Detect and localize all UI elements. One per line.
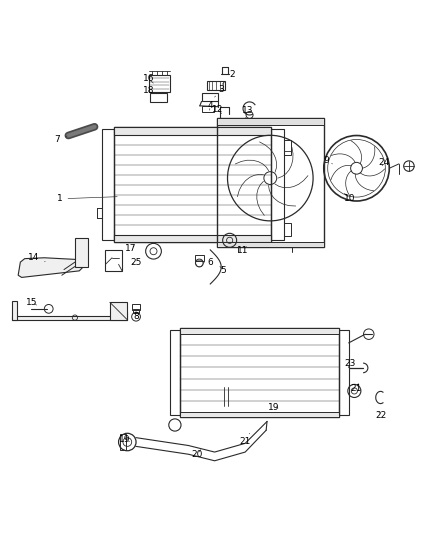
Text: 25: 25: [131, 257, 142, 266]
Bar: [75, 238, 88, 266]
Bar: [170, 330, 180, 415]
Bar: [217, 118, 324, 125]
Text: 9: 9: [323, 156, 332, 165]
Text: 24: 24: [378, 158, 390, 167]
Text: 17: 17: [125, 244, 137, 253]
Polygon shape: [12, 312, 127, 320]
Text: 5: 5: [220, 266, 226, 276]
Text: 3: 3: [215, 85, 224, 97]
Bar: [114, 127, 272, 243]
Bar: [120, 434, 126, 450]
Bar: [134, 309, 139, 313]
Text: 1: 1: [57, 195, 117, 203]
Bar: [150, 93, 167, 102]
Text: 11: 11: [237, 246, 249, 255]
Bar: [180, 412, 339, 417]
Bar: [114, 127, 272, 135]
Text: 21: 21: [351, 384, 362, 393]
Text: 7: 7: [55, 135, 67, 144]
Bar: [180, 328, 339, 417]
Text: 22: 22: [375, 411, 386, 421]
Bar: [284, 140, 291, 155]
Text: 21: 21: [240, 433, 251, 446]
Bar: [217, 118, 324, 247]
Text: 15: 15: [26, 298, 38, 307]
Text: 23: 23: [344, 359, 356, 368]
Bar: [201, 93, 218, 101]
Text: 14: 14: [28, 253, 45, 262]
Bar: [114, 235, 272, 243]
Bar: [217, 241, 324, 247]
Text: 13: 13: [242, 106, 253, 118]
Text: 18: 18: [142, 86, 154, 95]
Bar: [272, 129, 284, 240]
Text: 19: 19: [268, 402, 279, 411]
Text: 16: 16: [142, 74, 154, 83]
Bar: [102, 129, 114, 240]
Text: 10: 10: [344, 193, 356, 203]
Text: 12: 12: [212, 105, 223, 114]
Bar: [284, 223, 291, 236]
Text: 8: 8: [133, 312, 139, 321]
Bar: [180, 328, 339, 334]
Text: 19: 19: [120, 435, 131, 445]
Bar: [12, 302, 17, 320]
Bar: [110, 302, 127, 320]
Text: 4: 4: [208, 101, 213, 110]
Bar: [202, 106, 214, 111]
Bar: [339, 330, 349, 415]
Bar: [106, 250, 122, 271]
Bar: [207, 80, 225, 90]
Bar: [195, 255, 204, 261]
Bar: [149, 75, 170, 92]
Text: 6: 6: [204, 257, 213, 266]
Bar: [132, 304, 141, 310]
Polygon shape: [18, 258, 86, 277]
Text: 2: 2: [222, 70, 235, 84]
Text: 20: 20: [191, 450, 203, 459]
